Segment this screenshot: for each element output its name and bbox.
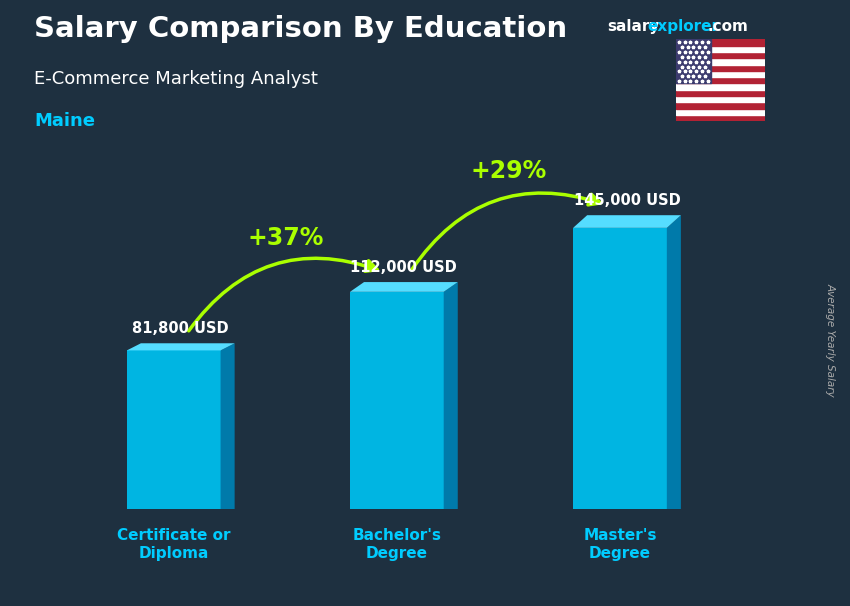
Bar [676, 58, 765, 65]
Bar [676, 45, 765, 52]
Polygon shape [127, 343, 235, 350]
Text: +37%: +37% [247, 226, 324, 250]
Polygon shape [444, 282, 458, 509]
Bar [676, 90, 765, 96]
Text: explorer: explorer [648, 19, 720, 35]
Bar [676, 65, 765, 71]
Bar [676, 71, 765, 77]
Text: Maine: Maine [34, 112, 95, 130]
Text: Average Yearly Salary: Average Yearly Salary [825, 282, 836, 396]
Polygon shape [666, 215, 681, 509]
Text: .com: .com [707, 19, 748, 35]
Text: E-Commerce Marketing Analyst: E-Commerce Marketing Analyst [34, 70, 318, 88]
Text: salary: salary [608, 19, 660, 35]
Polygon shape [573, 215, 681, 228]
Bar [676, 96, 765, 102]
Bar [676, 108, 765, 115]
Polygon shape [220, 343, 235, 509]
Bar [573, 228, 666, 509]
Bar [676, 102, 765, 108]
Bar [676, 115, 765, 121]
Bar [676, 84, 765, 90]
Bar [350, 292, 444, 509]
Text: 112,000 USD: 112,000 USD [350, 259, 457, 275]
Bar [676, 39, 765, 45]
Text: 81,800 USD: 81,800 USD [133, 321, 229, 336]
Bar [676, 77, 765, 84]
Text: 145,000 USD: 145,000 USD [574, 193, 680, 208]
Bar [676, 52, 765, 58]
Text: +29%: +29% [470, 159, 547, 183]
Polygon shape [350, 282, 458, 292]
Text: Salary Comparison By Education: Salary Comparison By Education [34, 15, 567, 43]
Bar [127, 350, 220, 509]
Bar [676, 39, 711, 84]
